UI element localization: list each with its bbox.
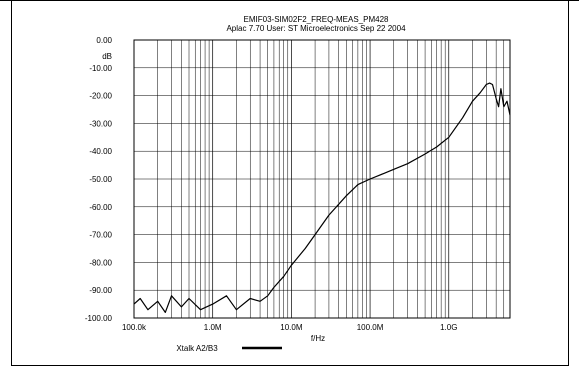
chart-subtitle: Aplac 7.70 User: ST Microelectronics Sep… bbox=[226, 24, 406, 33]
frame-right-border bbox=[568, 0, 569, 366]
x-tick-label: 10.0M bbox=[280, 323, 303, 332]
y-tick-label: -10.00 bbox=[89, 64, 112, 73]
y-tick-label: -100.00 bbox=[85, 314, 113, 323]
chart-title: EMIF03-SIM02F2_FREQ-MEAS_PM428 bbox=[244, 15, 389, 24]
x-tick-label: 100.0k bbox=[122, 323, 147, 332]
legend-label: Xtalk A2/B3 bbox=[176, 344, 218, 353]
y-tick-label: -60.00 bbox=[89, 203, 112, 212]
y-axis-label: dB bbox=[102, 52, 112, 61]
y-tick-label: -90.00 bbox=[89, 286, 112, 295]
frame-top-border bbox=[0, 0, 579, 1]
y-tick-label: -70.00 bbox=[89, 231, 112, 240]
y-tick-label: -50.00 bbox=[89, 175, 112, 184]
tick-label-layer: 0.00 -10.00 -20.00 -30.00 -40.00 -50.00 -60.00… bbox=[85, 36, 458, 332]
y-tick-label: -30.00 bbox=[89, 119, 112, 128]
y-tick-label: -20.00 bbox=[89, 92, 112, 101]
y-tick-label: -40.00 bbox=[89, 147, 112, 156]
x-tick-label: 1.0M bbox=[204, 323, 222, 332]
plot-area-frame bbox=[133, 39, 511, 319]
y-tick-label: 0.00 bbox=[96, 36, 112, 45]
x-tick-label: 1.0G bbox=[440, 323, 457, 332]
x-axis-label: f/Hz bbox=[311, 334, 325, 343]
series-layer bbox=[133, 82, 511, 313]
y-tick-label: -80.00 bbox=[89, 258, 112, 267]
frame-left-border bbox=[11, 0, 12, 366]
grid-layer bbox=[133, 39, 511, 319]
x-tick-label: 100.0M bbox=[357, 323, 384, 332]
series-line-xtalk bbox=[133, 82, 511, 313]
